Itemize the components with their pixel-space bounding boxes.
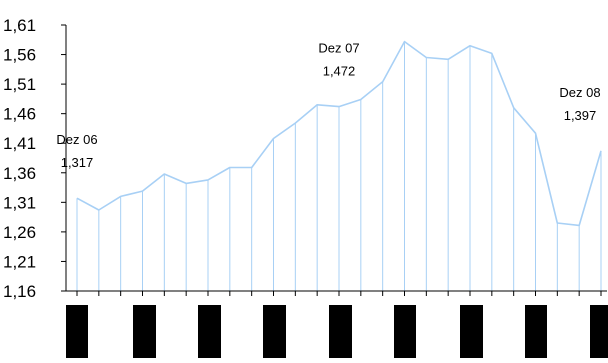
annotations: Dez 06 1,317 Dez 07 1,472 Dez 08 1,397 bbox=[56, 41, 600, 171]
drop-lines bbox=[76, 41, 602, 291]
redaction-block bbox=[394, 305, 416, 358]
redaction-block bbox=[66, 305, 88, 358]
x-axis-labels-redacted bbox=[66, 305, 608, 358]
y-tick-label: 1,46 bbox=[3, 105, 36, 124]
y-tick-label: 1,31 bbox=[3, 193, 36, 212]
annotation-date-label: Dez 06 bbox=[56, 132, 97, 147]
y-tick-label: 1,16 bbox=[3, 282, 36, 301]
annotation-value-label: 1,472 bbox=[323, 64, 356, 79]
y-tick-label: 1,21 bbox=[3, 252, 36, 271]
y-tick-label: 1,51 bbox=[3, 75, 36, 94]
series-line bbox=[76, 40, 602, 227]
y-tick-label: 1,41 bbox=[3, 134, 36, 153]
annotation-value-label: 1,397 bbox=[564, 108, 597, 123]
redaction-block bbox=[525, 305, 547, 358]
redaction-block bbox=[263, 305, 286, 358]
redaction-block bbox=[460, 305, 483, 358]
annotation-date-label: Dez 07 bbox=[318, 41, 359, 56]
y-tick-label: 1,26 bbox=[3, 223, 36, 242]
y-tick-label: 1,36 bbox=[3, 164, 36, 183]
annotation-value-label: 1,317 bbox=[61, 155, 94, 170]
redaction-block bbox=[198, 305, 221, 358]
redaction-block bbox=[329, 305, 352, 358]
y-tick-label: 1,56 bbox=[3, 46, 36, 65]
x-axis-ticks bbox=[76, 291, 602, 296]
redaction-block bbox=[133, 305, 156, 358]
redaction-block bbox=[590, 305, 608, 358]
annotation-date-label: Dez 08 bbox=[559, 85, 600, 100]
y-axis-ticks: 1,16 1,21 1,26 1,31 1,36 1,41 1,46 1,51 1,56 1,61 bbox=[3, 16, 66, 301]
y-tick-label: 1,61 bbox=[3, 16, 36, 35]
